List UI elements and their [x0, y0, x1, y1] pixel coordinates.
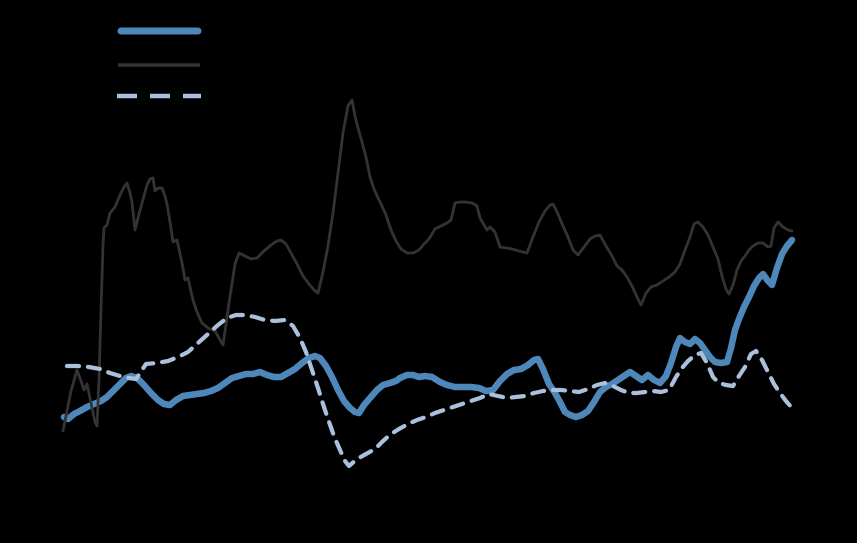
series-thin-dark-line [61, 98, 794, 433]
chart-series-group [60, 98, 796, 469]
series-solid-blue-line [60, 236, 796, 423]
series-dashed-light-blue-line [64, 312, 795, 469]
chart-legend [117, 27, 202, 99]
